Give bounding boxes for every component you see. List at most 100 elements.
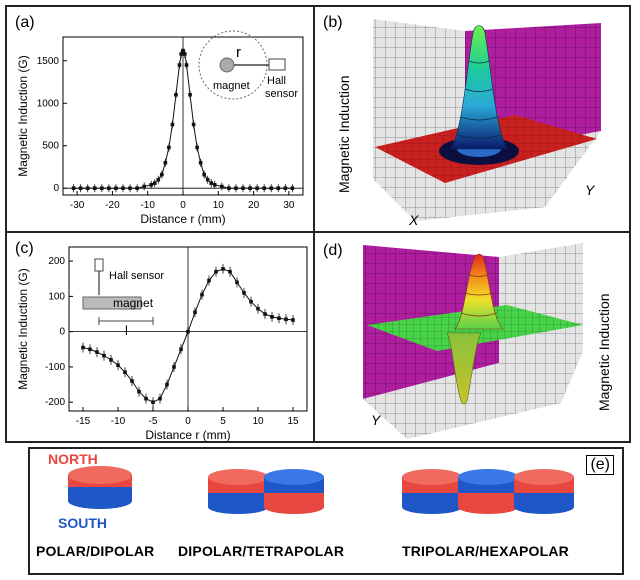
data-point bbox=[71, 186, 76, 191]
data-point bbox=[263, 312, 267, 316]
data-point bbox=[144, 396, 148, 401]
data-point bbox=[179, 347, 183, 352]
data-point bbox=[227, 186, 231, 191]
x-tick-label: 10 bbox=[252, 416, 264, 427]
panel-d-ylabel: Magnetic Induction bbox=[596, 293, 612, 411]
x-tick-label: -15 bbox=[76, 416, 91, 427]
data-point bbox=[214, 269, 218, 274]
data-point bbox=[95, 350, 99, 354]
data-point bbox=[235, 280, 239, 285]
data-point bbox=[151, 400, 155, 404]
data-point bbox=[100, 186, 104, 191]
data-point bbox=[114, 186, 118, 191]
data-point bbox=[207, 278, 211, 283]
data-point bbox=[158, 396, 162, 401]
caption-tripolar: TRIPOLAR/HEXAPOLAR bbox=[402, 543, 569, 559]
axis-y-d: Y bbox=[371, 412, 382, 428]
dip-d bbox=[446, 332, 482, 405]
y-tick-label: 100 bbox=[48, 291, 65, 302]
y-tick-label: 0 bbox=[59, 327, 65, 338]
data-point bbox=[174, 92, 178, 97]
data-point bbox=[123, 370, 127, 375]
data-point bbox=[156, 177, 161, 182]
data-point bbox=[177, 63, 182, 67]
data-point bbox=[137, 389, 141, 394]
panel-c: (c) -15 -10 -5 0 5 10 15 -200 -100 0 100 200 Distanc… bbox=[5, 231, 315, 443]
data-point bbox=[283, 186, 288, 191]
magnet-dipolar-left bbox=[208, 469, 268, 514]
data-point bbox=[160, 172, 164, 177]
inset-a-r: r bbox=[236, 44, 241, 61]
panel-e: (e) NORTH SOUTH bbox=[28, 447, 624, 575]
data-point bbox=[130, 379, 134, 383]
panel-e-label: (e) bbox=[586, 455, 614, 475]
data-point bbox=[186, 329, 190, 334]
x-tick-label: 15 bbox=[287, 416, 299, 427]
north-label: NORTH bbox=[48, 451, 98, 467]
y-axis-label: Magnetic Induction (G) bbox=[16, 268, 30, 389]
data-point bbox=[128, 186, 132, 191]
magnet-polar bbox=[68, 466, 132, 509]
data-point bbox=[116, 363, 120, 367]
data-point bbox=[248, 186, 252, 191]
data-point bbox=[92, 186, 97, 191]
magnet-dipolar-right bbox=[264, 469, 324, 514]
data-point bbox=[88, 347, 92, 352]
data-point bbox=[121, 186, 125, 191]
data-point bbox=[228, 269, 232, 274]
surface-plot-d: (d) Magnetic Induction Y bbox=[323, 242, 612, 439]
panel-d-label: (d) bbox=[323, 242, 343, 259]
data-point bbox=[269, 186, 274, 191]
x-tick-label: -10 bbox=[111, 416, 126, 427]
magnet-tripolar-left bbox=[402, 469, 462, 514]
y-tick-label: 200 bbox=[48, 256, 65, 267]
y-tick-label: 0 bbox=[53, 183, 59, 194]
magnet-illustrations bbox=[68, 466, 574, 514]
caption-dipolar: DIPOLAR/TETRAPOLAR bbox=[178, 543, 345, 559]
x-axis-label: Distance r (mm) bbox=[145, 428, 230, 441]
panel-b: (b) Magnetic Induction X Y bbox=[313, 5, 631, 233]
inset-a-sensor-label2: sensor bbox=[265, 88, 298, 100]
data-point bbox=[284, 317, 288, 322]
data-point bbox=[85, 186, 90, 191]
data-point bbox=[170, 122, 175, 127]
axis-x-b: X bbox=[408, 212, 419, 228]
floor-d bbox=[363, 351, 583, 439]
data-point bbox=[256, 306, 260, 311]
magnet-tripolar-right bbox=[514, 469, 574, 514]
panel-d: (d) Magnetic Induction Y bbox=[313, 231, 631, 443]
inset-c-magnet bbox=[82, 296, 142, 310]
data-point bbox=[107, 186, 111, 191]
data-point bbox=[172, 365, 176, 369]
data-point bbox=[179, 52, 184, 56]
data-point bbox=[135, 186, 139, 191]
panel-a: (a) -30 -20 -10 0 10 20 30 0 500 1000 1500 Distance… bbox=[5, 5, 315, 233]
data-point bbox=[193, 310, 197, 315]
data-point bbox=[184, 63, 189, 67]
x-tick-label: -5 bbox=[149, 416, 158, 427]
data-point bbox=[78, 186, 83, 191]
x-tick-label: 20 bbox=[248, 200, 260, 211]
data-point bbox=[291, 318, 295, 322]
x-tick-label: 0 bbox=[185, 416, 191, 427]
x-tick-label: 10 bbox=[213, 200, 225, 211]
inset-c-sensor-label: Hall sensor bbox=[109, 270, 164, 282]
chart-c: (c) -15 -10 -5 0 5 10 15 -200 -100 0 100 200 Distanc… bbox=[15, 240, 308, 441]
data-point bbox=[142, 184, 146, 189]
axis-y-b: Y bbox=[585, 182, 596, 198]
data-point bbox=[200, 292, 204, 297]
data-point bbox=[163, 160, 168, 165]
data-point bbox=[202, 172, 206, 177]
x-tick-label: -20 bbox=[105, 200, 120, 211]
data-point bbox=[212, 183, 217, 187]
data-point bbox=[290, 186, 295, 191]
peak-d bbox=[454, 253, 504, 330]
data-point bbox=[152, 181, 157, 185]
data-point bbox=[221, 267, 225, 271]
data-point bbox=[188, 92, 192, 97]
south-label: SOUTH bbox=[58, 515, 107, 531]
inset-c-magnet-label: magnet bbox=[113, 296, 154, 310]
data-point bbox=[81, 345, 85, 350]
y-tick-label: 1500 bbox=[37, 56, 60, 67]
x-axis-label: Distance r (mm) bbox=[140, 212, 225, 226]
